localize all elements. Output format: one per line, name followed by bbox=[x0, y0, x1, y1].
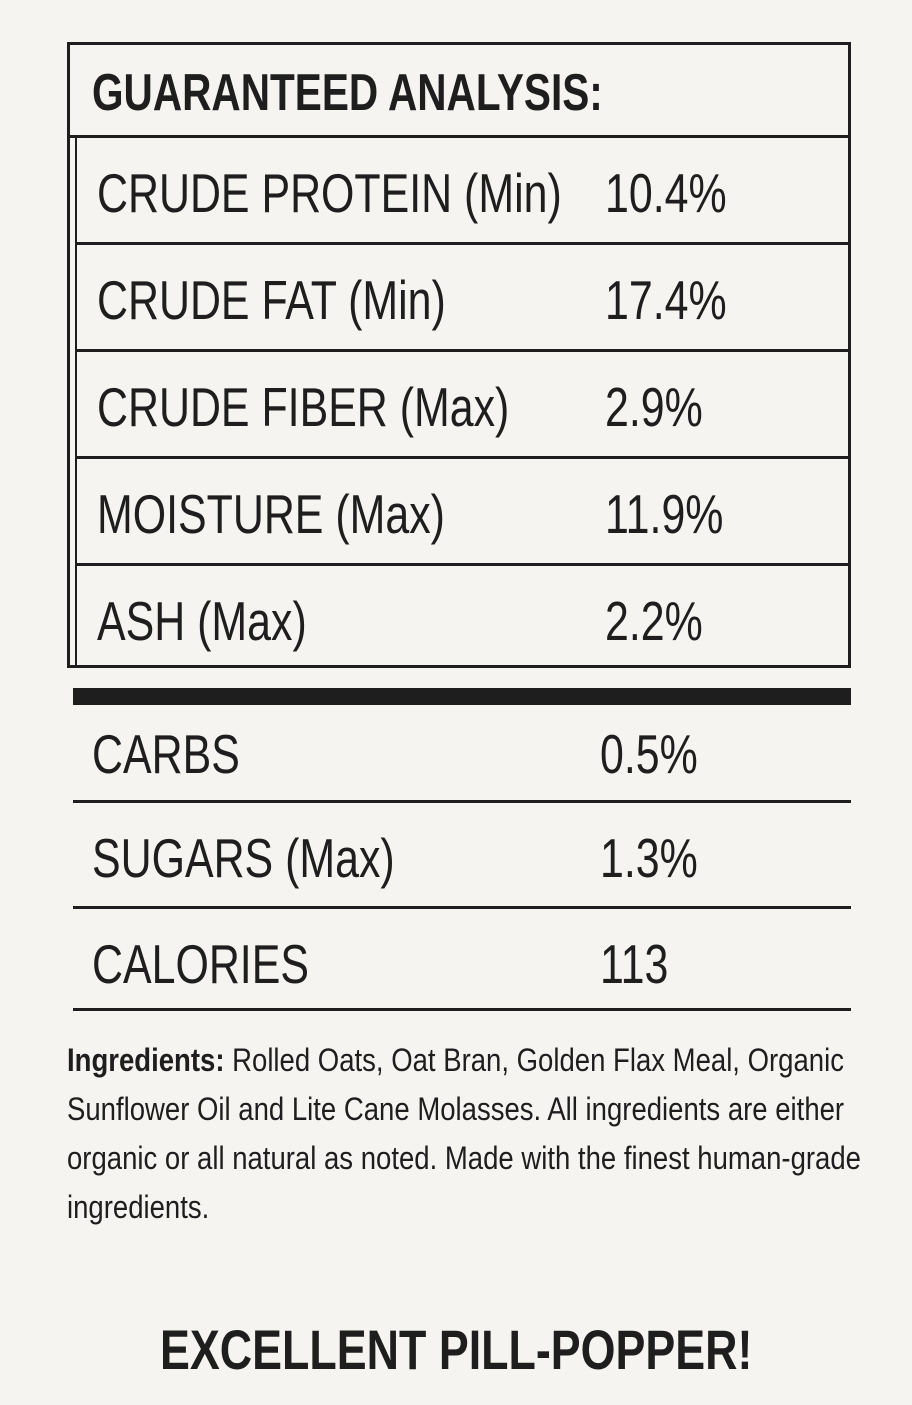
table-title: GUARANTEED ANALYSIS: bbox=[92, 64, 603, 122]
row-value: 11.9% bbox=[605, 483, 724, 545]
table-row: MOISTURE (Max) 11.9% bbox=[75, 459, 850, 566]
row-label: CRUDE PROTEIN (Min) bbox=[97, 162, 562, 224]
thick-divider bbox=[73, 688, 851, 705]
table-row: SUGARS (Max) 1.3% bbox=[73, 803, 851, 909]
row-value: 17.4% bbox=[605, 269, 727, 331]
ingredients-heading: Ingredients: bbox=[67, 1042, 225, 1078]
row-label: CRUDE FIBER (Max) bbox=[97, 376, 510, 438]
row-label: CALORIES bbox=[92, 933, 309, 995]
row-label: CRUDE FAT (Min) bbox=[97, 269, 446, 331]
row-value: 113 bbox=[600, 933, 669, 995]
ingredients-paragraph: Ingredients: Rolled Oats, Oat Bran, Gold… bbox=[67, 1036, 867, 1232]
ingredients-text: Rolled Oats, Oat Bran, Golden Flax Meal,… bbox=[67, 1042, 861, 1225]
table-row: CRUDE PROTEIN (Min) 10.4% bbox=[75, 138, 850, 245]
table-row: CARBS 0.5% bbox=[73, 705, 851, 803]
tagline: EXCELLENT PILL-POPPER! bbox=[0, 1320, 912, 1380]
row-label: SUGARS (Max) bbox=[92, 827, 395, 889]
row-label: ASH (Max) bbox=[97, 590, 307, 652]
table-header: GUARANTEED ANALYSIS: bbox=[70, 45, 848, 138]
row-value: 1.3% bbox=[600, 827, 698, 889]
row-value: 0.5% bbox=[600, 723, 698, 785]
row-label: MOISTURE (Max) bbox=[97, 483, 445, 545]
guaranteed-analysis-table: GUARANTEED ANALYSIS: CRUDE PROTEIN (Min)… bbox=[67, 42, 851, 668]
row-value: 2.9% bbox=[605, 376, 703, 438]
row-value: 2.2% bbox=[605, 590, 703, 652]
table-row: CALORIES 113 bbox=[73, 909, 851, 1011]
table-row: CRUDE FIBER (Max) 2.9% bbox=[75, 352, 850, 459]
row-value: 10.4% bbox=[605, 162, 727, 224]
table-row: CRUDE FAT (Min) 17.4% bbox=[75, 245, 850, 352]
row-label: CARBS bbox=[92, 723, 240, 785]
tagline-text: EXCELLENT PILL-POPPER! bbox=[159, 1318, 753, 1381]
table-row: ASH (Max) 2.2% bbox=[75, 566, 850, 665]
